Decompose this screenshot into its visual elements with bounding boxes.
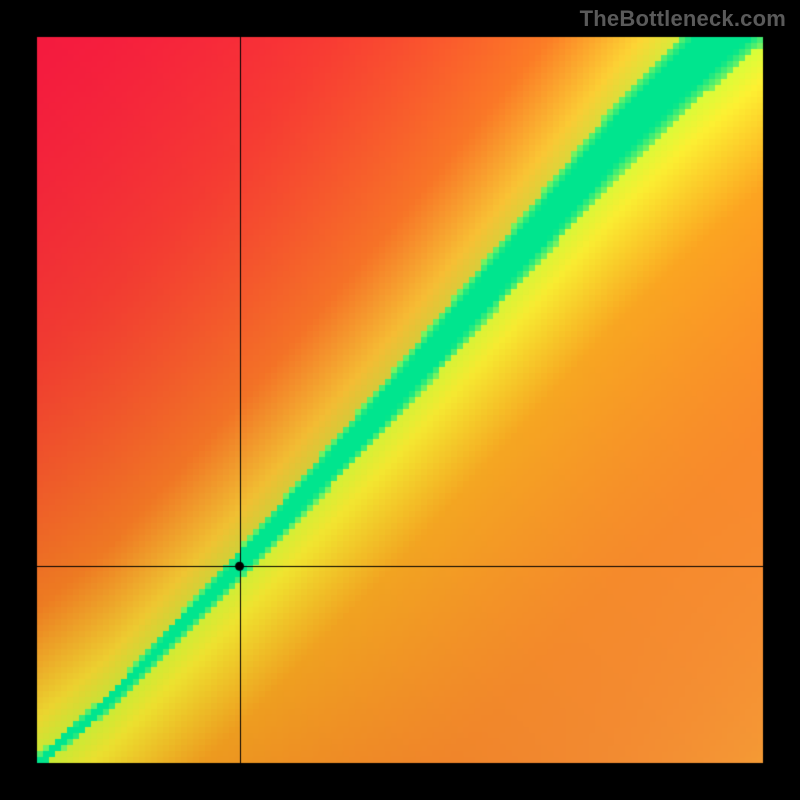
watermark-text: TheBottleneck.com [580,6,786,32]
chart-container: TheBottleneck.com [0,0,800,800]
heatmap-canvas [0,0,800,800]
